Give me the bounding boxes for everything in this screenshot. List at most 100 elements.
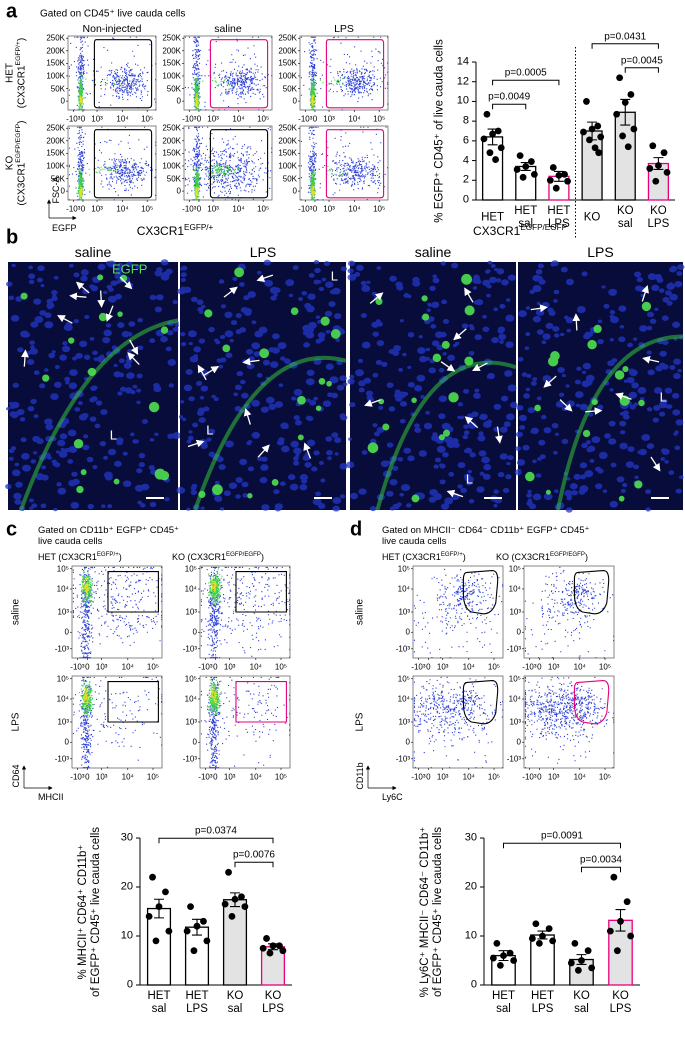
- column-title: LPS: [334, 22, 354, 35]
- data-point: [630, 125, 638, 133]
- row-label: LPS: [10, 712, 22, 732]
- x-tick-label: KO: [583, 211, 601, 224]
- gate: [462, 680, 499, 725]
- data-point: [610, 873, 618, 881]
- bar: [184, 926, 210, 986]
- data-point: [606, 927, 614, 935]
- x-tick-label: 10⁵: [274, 662, 288, 672]
- y-tick-label: 200K: [278, 136, 297, 146]
- x-tick-label: 10⁴: [116, 114, 129, 124]
- y-tick-label: 150K: [162, 58, 181, 68]
- x-tick-label: 10⁴: [249, 662, 262, 672]
- gate: [325, 39, 385, 109]
- p-value: p=0.0374: [195, 825, 237, 837]
- y-tick-label: 2: [462, 173, 469, 186]
- gate: [462, 570, 499, 615]
- data-point: [241, 903, 249, 910]
- arrow: [257, 444, 270, 458]
- channel-label: EGFP: [112, 261, 148, 277]
- y-tick-label: 250K: [162, 123, 181, 133]
- label-part: ): [260, 551, 264, 562]
- significance-bracket: [158, 837, 274, 844]
- event-density: [310, 94, 315, 109]
- data-point: [483, 110, 491, 118]
- x-tick-label: 0: [426, 662, 431, 672]
- y-tick-label: 10³: [57, 717, 69, 727]
- arrow: [642, 355, 660, 364]
- axis-label: CD64: [10, 764, 21, 788]
- y-tick-label: 100K: [278, 161, 297, 171]
- significance-bracket: [492, 103, 527, 110]
- plot-frame: [412, 675, 504, 769]
- x-tick-label: HET sal: [147, 989, 171, 1015]
- y-tick-label: 0: [176, 186, 181, 196]
- axis-label: FSC-A: [50, 176, 61, 204]
- data-point: [586, 136, 593, 144]
- column-title: KO (CX3CR1EGFP/EGFP): [496, 551, 588, 562]
- y-tick-label: 10⁵: [508, 674, 521, 684]
- x-tick-label: 10⁵: [146, 662, 160, 672]
- data-point: [519, 173, 527, 181]
- x-tick-label: 0: [85, 662, 90, 672]
- y-tick-label: 10⁴: [184, 694, 197, 704]
- label-part: KO (CX3CR1: [4, 155, 28, 206]
- data-point: [583, 98, 590, 105]
- data-point: [561, 170, 568, 178]
- x-tick-label: 10⁴: [348, 114, 361, 124]
- arrow: [453, 328, 467, 341]
- data-point: [649, 142, 657, 150]
- data-point: [627, 932, 635, 940]
- y-tick-label: 0: [176, 96, 181, 106]
- significance-bracket: [591, 43, 659, 49]
- y-tick-label: 50K: [166, 173, 181, 183]
- lumen-label: L: [659, 389, 667, 405]
- x-tick-label: 0: [537, 772, 542, 782]
- x-tick-label: -10³: [522, 772, 537, 782]
- label-part: HET (CX3CR1: [382, 551, 441, 562]
- data-point: [279, 947, 287, 955]
- data-point: [527, 158, 535, 165]
- x-tick-label: 10⁵: [373, 114, 386, 124]
- y-tick-label: 10⁴: [56, 584, 69, 594]
- tissue-band: [375, 360, 517, 511]
- y-tick-label: 10⁴: [397, 694, 410, 704]
- data-point: [594, 122, 602, 130]
- plot-frame: [523, 565, 615, 659]
- event-density: [310, 185, 315, 199]
- data-point: [152, 937, 160, 945]
- arrow: [69, 292, 87, 301]
- x-tick-label: -10³: [66, 114, 81, 124]
- data-point: [627, 91, 635, 98]
- y-tick-label: 200K: [278, 46, 297, 56]
- gate-note: Gated on CD11b⁺ EGFP⁺ CD45⁺ live cauda c…: [38, 525, 180, 547]
- x-tick-label: KO LPS: [262, 989, 284, 1015]
- y-tick-label: 10⁵: [56, 674, 69, 684]
- data-point: [652, 177, 660, 185]
- x-tick-label: 10⁵: [373, 204, 386, 214]
- data-point: [588, 125, 596, 133]
- x-tick-label: KO sal: [616, 204, 634, 230]
- arrow: [75, 281, 90, 294]
- x-tick-label: 0: [213, 772, 218, 782]
- y-tick-label: 0: [516, 627, 521, 637]
- data-point: [549, 937, 557, 945]
- y-tick-label: 10⁴: [56, 694, 69, 704]
- arrow: [369, 292, 384, 304]
- y-tick-label: 20: [464, 880, 477, 893]
- data-point: [574, 966, 582, 974]
- data-point: [162, 888, 169, 896]
- x-tick-label: 10³: [95, 662, 108, 672]
- event-density: [82, 577, 90, 596]
- plot-frame: [523, 675, 615, 769]
- data-point: [155, 903, 163, 910]
- arrow: [256, 274, 274, 282]
- x-tick-label: 10⁵: [487, 772, 501, 782]
- y-tick-label: 150K: [46, 58, 65, 68]
- group-title: CX3CR1EGFP/EGFP: [473, 224, 567, 239]
- superscript: EGFP/+: [96, 550, 119, 558]
- gate: [209, 39, 269, 109]
- data-point: [494, 127, 502, 135]
- data-point: [663, 169, 671, 176]
- x-tick-label: 10³: [323, 114, 335, 124]
